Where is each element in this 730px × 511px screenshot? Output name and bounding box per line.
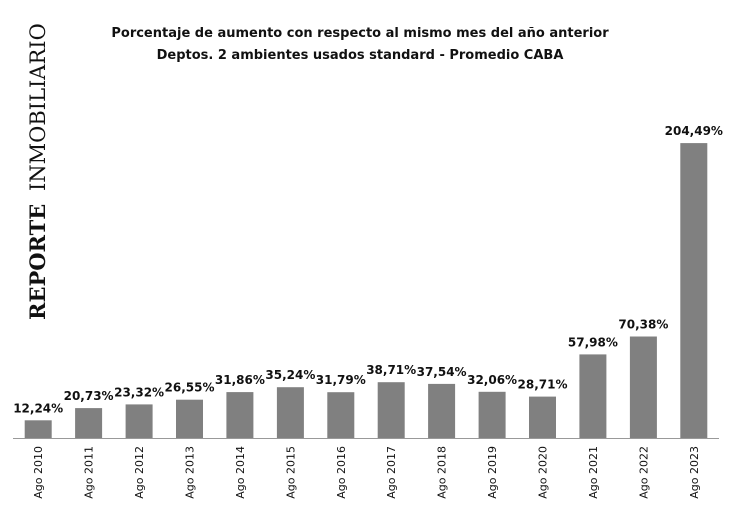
x-tick-label: Ago 2020	[537, 446, 550, 499]
bar-ago-2021	[579, 354, 607, 438]
bar-ago-2014	[226, 392, 254, 438]
x-tick-label: Ago 2023	[688, 446, 701, 499]
data-label: 35,24%	[265, 368, 315, 382]
x-tick-label: Ago 2011	[83, 446, 96, 499]
bar-ago-2016	[327, 392, 355, 438]
bar-ago-2023	[680, 143, 708, 438]
data-label: 26,55%	[165, 381, 215, 395]
bars-group	[24, 143, 708, 438]
bar-ago-2017	[377, 382, 405, 438]
watermark: REPORTE INMOBILIARIO	[25, 23, 50, 320]
data-label: 31,79%	[316, 373, 366, 387]
data-label: 70,38%	[618, 318, 668, 332]
x-tick-label: Ago 2015	[284, 446, 297, 499]
watermark-word-2: INMOBILIARIO	[26, 23, 50, 191]
x-tick-label: Ago 2016	[335, 446, 348, 499]
x-tick-label: Ago 2013	[184, 446, 197, 499]
chart-title: Porcentaje de aumento con respecto al mi…	[111, 26, 609, 41]
chart-subtitle: Deptos. 2 ambientes usados standard - Pr…	[157, 48, 564, 63]
data-labels-group: 12,24%20,73% 23,32% 26,55%31,86% 35,24% 31,7…	[13, 124, 723, 415]
bar-ago-2010	[24, 420, 52, 438]
x-tick-label: Ago 2019	[486, 446, 499, 499]
x-tick-label: Ago 2014	[234, 446, 247, 499]
data-label: 20,73%	[64, 389, 114, 403]
x-tick-label: Ago 2012	[133, 446, 146, 499]
data-label: 23,32%	[114, 385, 164, 399]
data-label: 37,54%	[417, 365, 467, 379]
bar-ago-2012	[125, 404, 153, 438]
bar-ago-2020	[529, 396, 556, 438]
data-label: 28,71%	[518, 378, 568, 392]
data-label: 32,06%	[467, 373, 517, 387]
bar-ago-2019	[478, 391, 506, 438]
x-tick-label: Ago 2022	[637, 446, 650, 499]
data-label: 204,49%	[665, 124, 723, 138]
watermark-word-1: REPORTE	[25, 204, 50, 320]
x-tick-label: Ago 2021	[587, 446, 600, 499]
bar-ago-2013	[176, 399, 203, 438]
data-label: 31,86%	[215, 373, 265, 387]
bar-ago-2018	[428, 383, 456, 438]
x-tick-label: Ago 2018	[436, 446, 449, 499]
x-tick-label: Ago 2010	[32, 446, 45, 499]
bar-ago-2011	[75, 408, 103, 438]
data-label: 57,98%	[568, 335, 618, 349]
bar-ago-2022	[629, 336, 657, 438]
x-tick-labels-group: Ago 2010 Ago 2011 Ago 2012 Ago 2013 Ago 2014…	[32, 446, 701, 499]
x-tick-label: Ago 2017	[385, 446, 398, 499]
bar-ago-2015	[276, 387, 304, 438]
data-label: 12,24%	[13, 401, 63, 415]
data-label: 38,71%	[366, 363, 416, 377]
